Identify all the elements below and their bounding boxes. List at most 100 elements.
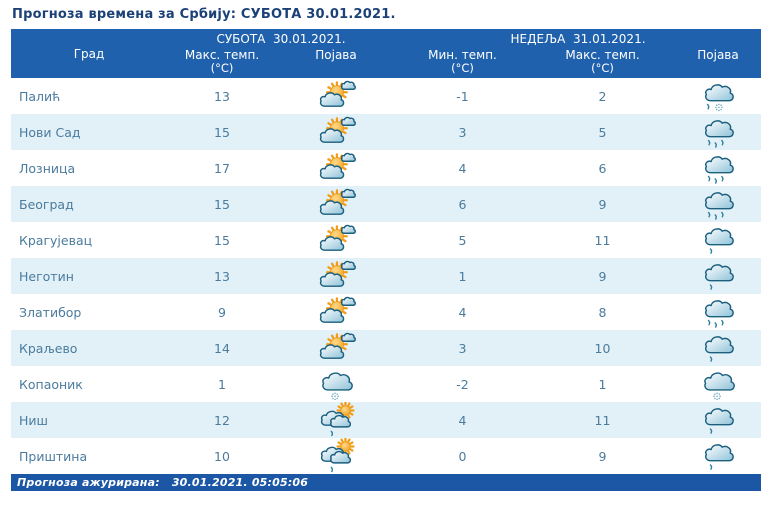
clouds-sun-drizzle-icon [320, 402, 355, 437]
sunday-condition [675, 150, 761, 186]
update-timestamp: 30.01.2021. 05:05:06 [171, 476, 309, 489]
cloud-rain-snow-icon [705, 84, 734, 112]
sunday-condition [675, 366, 761, 402]
cloud-rain-icon [705, 300, 734, 328]
cloud-drizzle-icon [705, 228, 734, 254]
saturday-condition [277, 294, 395, 330]
city-name: Неготин [19, 268, 74, 284]
table-row: Нови Сад 15 3 5 [11, 114, 761, 150]
cloud-snow-icon [704, 372, 735, 401]
table-row: Неготин 13 1 9 [11, 258, 761, 294]
table-row: Краљево 14 3 10 [11, 330, 761, 366]
update-bar: Прогноза ажурирана: 30.01.2021. 05:05:06 [11, 474, 761, 491]
saturday-max-temp: 13 [214, 88, 230, 104]
sunday-max-temp: 2 [598, 88, 607, 104]
sunday-max-temp: 11 [594, 412, 611, 428]
column-header-sat-condition: Појава [315, 48, 357, 62]
table-row: Ниш 12 4 11 [11, 402, 761, 438]
column-header-sat-max-temp: Макс. темп. (°C) [184, 48, 260, 75]
saturday-condition [277, 186, 395, 222]
city-name: Палић [19, 88, 61, 104]
city-name: Ниш [19, 412, 48, 428]
cloud-rain-icon [705, 192, 734, 220]
sun-clouds-icon [319, 152, 356, 179]
cloud-rain-icon [705, 156, 734, 184]
sunday-max-temp: 8 [598, 304, 607, 320]
sunday-max-temp: 6 [598, 160, 607, 176]
saturday-max-temp: 17 [214, 160, 230, 176]
city-name: Лозница [19, 160, 76, 176]
table-body: Палић 13 -1 2 Нови Сад 15 3 5 Лозница 17 4 6 Београд… [11, 78, 761, 474]
saturday-group-header: СУБОТА 30.01.2021. Макс. темп. (°C) Поја… [167, 29, 395, 78]
saturday-condition [277, 114, 395, 150]
sunday-group-header: НЕДЕЉА 31.01.2021. Мин. темп. (°C) Макс.… [395, 29, 761, 78]
saturday-max-temp: 1 [218, 376, 226, 392]
sunday-min-temp: 5 [458, 232, 467, 248]
sunday-min-temp: -2 [456, 376, 469, 392]
sun-clouds-icon [319, 116, 356, 143]
cloud-drizzle-icon [705, 336, 734, 362]
saturday-condition [277, 150, 395, 186]
forecast-table: Град СУБОТА 30.01.2021. Макс. темп. (°C)… [11, 29, 761, 474]
saturday-condition [277, 78, 395, 114]
clouds-sun-drizzle-icon [320, 438, 355, 473]
sun-clouds-icon [319, 260, 356, 287]
sunday-condition [675, 186, 761, 222]
sunday-max-temp: 9 [598, 268, 607, 284]
sunday-condition [675, 294, 761, 330]
sunday-min-temp: 3 [458, 124, 467, 140]
city-name: Златибор [19, 304, 82, 320]
saturday-condition [277, 366, 395, 402]
table-row: Београд 15 6 9 [11, 186, 761, 222]
saturday-max-temp: 9 [218, 304, 226, 320]
city-name: Београд [19, 196, 74, 212]
sunday-min-temp: 1 [458, 268, 467, 284]
table-row: Палић 13 -1 2 [11, 78, 761, 114]
update-label: Прогноза ажурирана: [17, 476, 160, 489]
city-name: Крагујевац [19, 232, 93, 248]
sun-clouds-icon [319, 296, 356, 323]
table-row: Копаоник 1 -2 1 [11, 366, 761, 402]
sunday-max-temp: 5 [598, 124, 607, 140]
saturday-condition [277, 222, 395, 258]
sunday-min-temp: 0 [458, 448, 467, 464]
table-row: Златибор 9 4 8 [11, 294, 761, 330]
sunday-condition [675, 438, 761, 474]
sunday-max-temp: 9 [598, 196, 607, 212]
sun-clouds-icon [319, 188, 356, 215]
saturday-max-temp: 12 [214, 412, 230, 428]
sunday-condition [675, 114, 761, 150]
column-header-sun-condition: Појава [697, 48, 739, 62]
cloud-drizzle-icon [705, 444, 734, 470]
sunday-min-temp: 4 [458, 160, 467, 176]
saturday-condition [277, 438, 395, 474]
saturday-max-temp: 15 [214, 196, 230, 212]
table-row: Крагујевац 15 5 11 [11, 222, 761, 258]
cloud-rain-icon [705, 120, 734, 148]
saturday-max-temp: 13 [214, 268, 230, 284]
table-row: Приштина 10 0 9 [11, 438, 761, 474]
city-name: Приштина [19, 448, 88, 464]
column-header-sun-min-temp: Мин. темп. (°C) [428, 48, 497, 75]
city-name: Нови Сад [19, 124, 81, 140]
saturday-condition [277, 258, 395, 294]
saturday-condition [277, 402, 395, 438]
table-row: Лозница 17 4 6 [11, 150, 761, 186]
cloud-drizzle-icon [705, 408, 734, 434]
sun-clouds-icon [319, 224, 356, 251]
sunday-condition [675, 330, 761, 366]
sunday-min-temp: 3 [458, 340, 467, 356]
sunday-min-temp: 6 [458, 196, 467, 212]
sunday-max-temp: 11 [594, 232, 611, 248]
saturday-max-temp: 15 [214, 232, 230, 248]
sunday-condition [675, 402, 761, 438]
column-header-city: Град [73, 46, 105, 61]
sunday-min-temp: -1 [456, 88, 469, 104]
cloud-snow-icon [322, 372, 353, 401]
page-title: Прогноза времена за Србију: СУБОТА 30.01… [12, 7, 396, 22]
saturday-condition [277, 330, 395, 366]
saturday-max-temp: 14 [214, 340, 230, 356]
column-header-sun-max-temp: Макс. темп. (°C) [565, 48, 640, 75]
saturday-max-temp: 10 [214, 448, 230, 464]
city-name: Копаоник [19, 376, 83, 392]
